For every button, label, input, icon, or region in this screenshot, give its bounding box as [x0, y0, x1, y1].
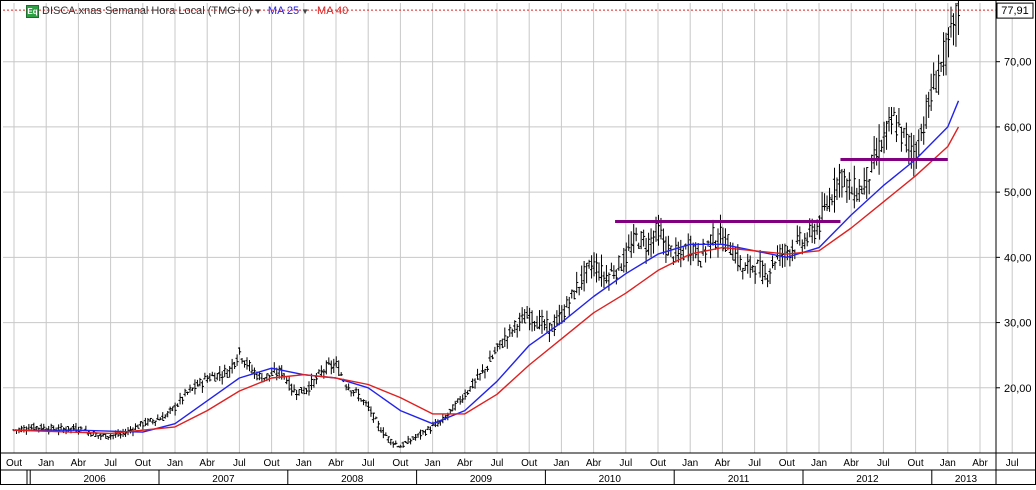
y-tick-label: 60,00: [1004, 122, 1032, 134]
year-label: 2009: [470, 474, 493, 485]
x-tick-label: Jan: [296, 458, 312, 469]
x-tick-label: Jan: [38, 458, 54, 469]
x-tick-label: Out: [779, 458, 795, 469]
x-tick-label: Jul: [748, 458, 761, 469]
x-tick-label: Abr: [715, 458, 731, 469]
year-label: 2011: [728, 474, 750, 485]
x-tick-label: Jul: [233, 458, 246, 469]
x-tick-label: Out: [135, 458, 151, 469]
legend-symbol: DISCA.xnas Semanal Hora Local (TMG+0): [42, 5, 252, 17]
x-tick-label: Jul: [491, 458, 504, 469]
x-tick-label: Abr: [457, 458, 473, 469]
last-price-label: 77,91: [1001, 5, 1029, 17]
y-tick-label: 30,00: [1004, 318, 1032, 330]
equity-icon: Eq: [26, 5, 39, 18]
x-tick-label: Jan: [553, 458, 569, 469]
x-tick-label: Out: [650, 458, 666, 469]
x-tick-label: Jul: [619, 458, 632, 469]
x-tick-label: Abr: [586, 458, 602, 469]
x-tick-label: Jul: [362, 458, 375, 469]
y-tick-label: 70,00: [1004, 57, 1032, 69]
dropdown-arrow-icon[interactable]: ▼: [301, 7, 309, 16]
x-tick-label: Out: [521, 458, 537, 469]
y-tick-label: 50,00: [1004, 187, 1032, 199]
year-label: 2010: [599, 474, 622, 485]
legend-ma25: MA 25: [268, 5, 299, 17]
x-tick-label: Abr: [328, 458, 344, 469]
legend-ma40: MA 40: [317, 5, 348, 17]
x-tick-label: Jan: [940, 458, 956, 469]
year-label: 2012: [856, 474, 879, 485]
x-tick-label: Jul: [1006, 458, 1019, 469]
x-tick-label: Out: [392, 458, 408, 469]
x-tick-label: Jul: [104, 458, 117, 469]
x-tick-label: Out: [264, 458, 280, 469]
x-tick-label: Out: [6, 458, 22, 469]
y-tick-label: 40,00: [1004, 252, 1032, 264]
chart-legend: Eq DISCA.xnas Semanal Hora Local (TMG+0)…: [26, 3, 348, 19]
y-tick-label: 20,00: [1004, 383, 1032, 395]
x-tick-label: Jan: [425, 458, 441, 469]
x-tick-label: Jan: [682, 458, 698, 469]
year-label: 2007: [212, 474, 235, 485]
x-tick-label: Abr: [71, 458, 87, 469]
year-label: 2006: [83, 474, 106, 485]
x-tick-label: Abr: [199, 458, 215, 469]
x-tick-label: Abr: [843, 458, 859, 469]
year-label: 2013: [955, 474, 978, 485]
x-tick-label: Jan: [811, 458, 827, 469]
x-tick-label: Jul: [877, 458, 890, 469]
x-tick-label: Out: [908, 458, 924, 469]
x-tick-label: Jan: [167, 458, 183, 469]
year-label: 2008: [341, 474, 364, 485]
dropdown-arrow-icon[interactable]: ▼: [254, 7, 262, 16]
x-tick-label: Abr: [972, 458, 988, 469]
